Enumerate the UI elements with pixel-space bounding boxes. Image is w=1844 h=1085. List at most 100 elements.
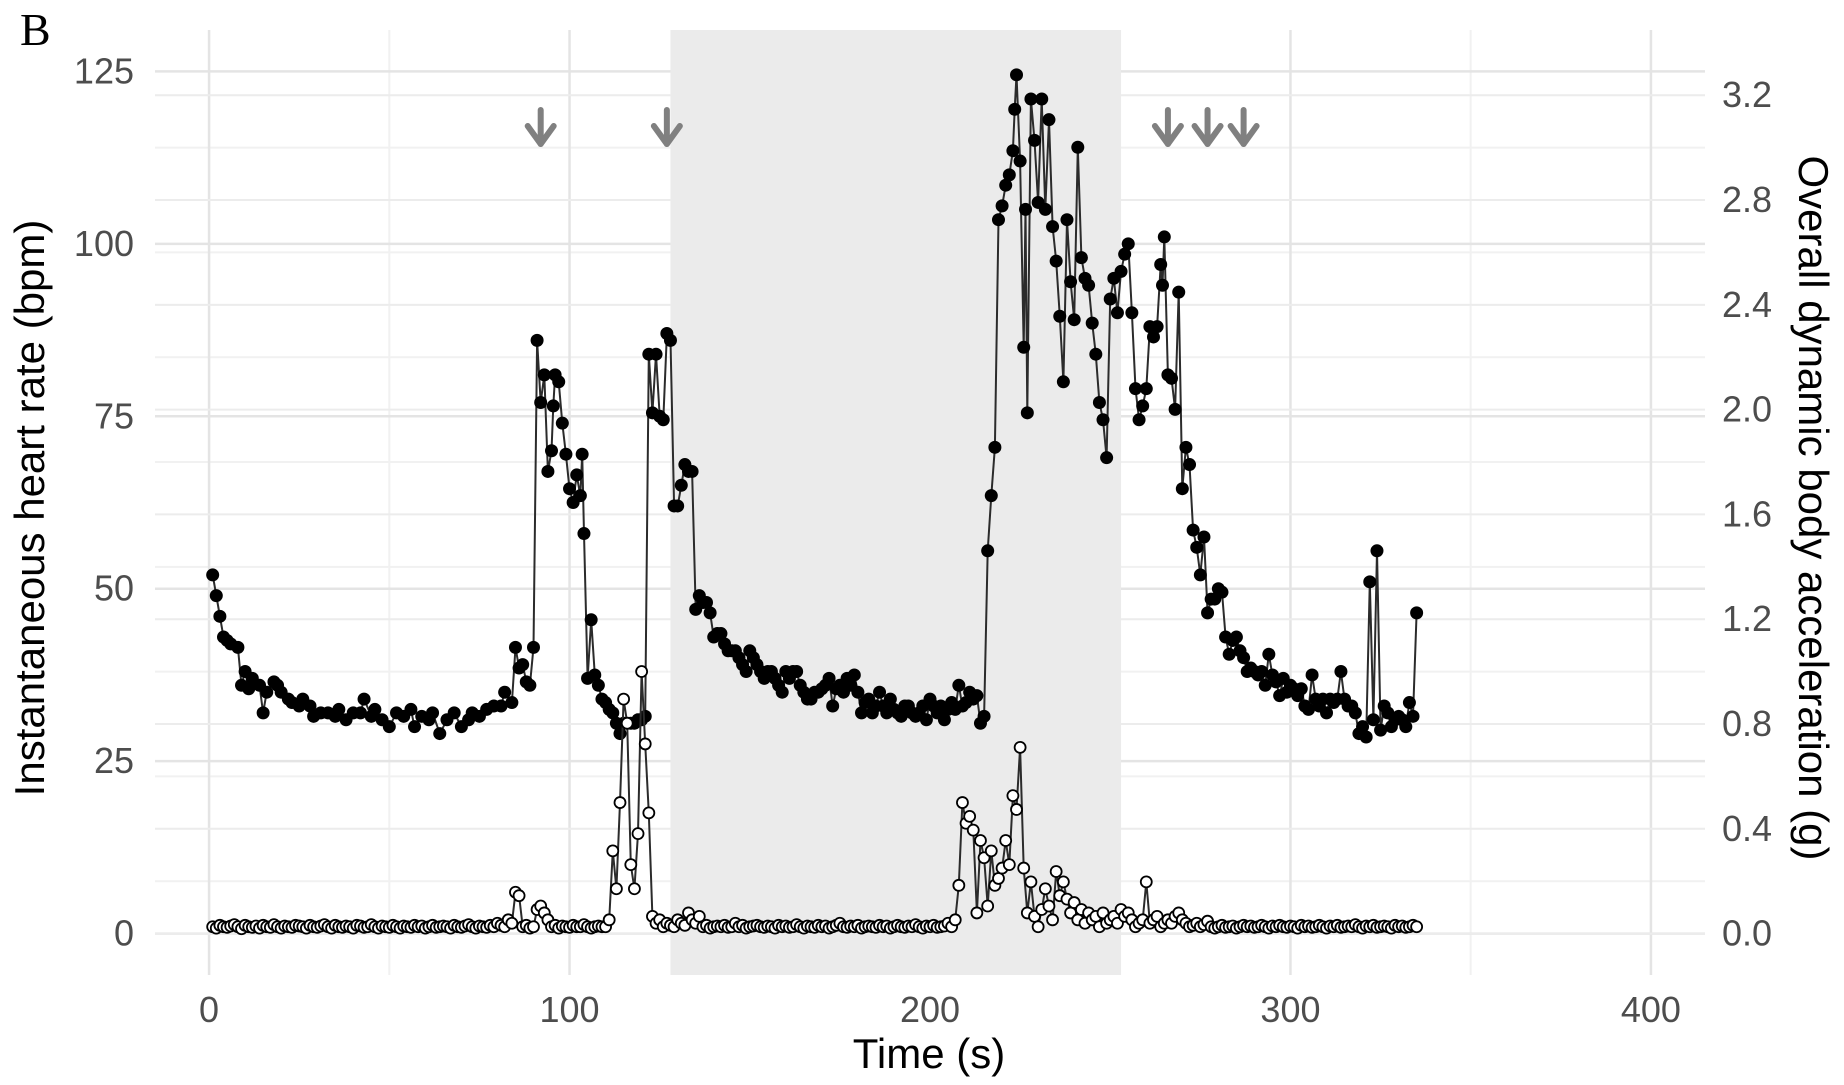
data-point <box>1356 720 1370 734</box>
data-point <box>577 527 591 541</box>
data-point <box>332 702 346 716</box>
data-point <box>1201 606 1215 620</box>
data-point <box>527 920 540 934</box>
data-point <box>1067 313 1081 327</box>
shaded-region <box>670 30 1122 975</box>
data-point <box>206 568 220 582</box>
data-point <box>775 685 789 699</box>
y-tick-label-right: 0.0 <box>1722 913 1772 954</box>
data-point <box>952 878 966 892</box>
arrow-head <box>650 123 683 147</box>
data-point <box>1024 92 1038 106</box>
data-point <box>790 664 804 678</box>
data-point <box>1320 706 1334 720</box>
data-point <box>1013 740 1027 754</box>
data-point <box>1060 213 1074 227</box>
data-point <box>1002 168 1016 182</box>
data-point <box>1139 875 1153 889</box>
y-tick-label-right: 2.0 <box>1722 389 1772 430</box>
down-arrow-icon <box>1191 107 1224 147</box>
x-tick-label: 0 <box>199 989 219 1030</box>
data-point <box>1132 413 1146 427</box>
data-point <box>1370 544 1384 558</box>
data-point <box>1183 458 1197 472</box>
data-point <box>1017 861 1031 875</box>
data-point <box>498 685 512 699</box>
data-point <box>563 482 577 496</box>
data-point <box>1237 651 1251 665</box>
data-point <box>1366 713 1380 727</box>
data-point <box>1028 133 1042 147</box>
data-point <box>1410 920 1424 934</box>
data-point <box>584 613 598 627</box>
data-point <box>631 827 645 840</box>
data-point <box>1222 647 1236 661</box>
data-point <box>357 692 371 706</box>
down-arrow-icon <box>1151 107 1184 147</box>
data-point <box>1035 92 1049 106</box>
arrow-head <box>524 123 557 147</box>
data-point <box>992 872 1005 885</box>
data-point <box>1053 309 1067 323</box>
data-point <box>1010 803 1023 816</box>
data-point <box>649 347 663 361</box>
data-point <box>970 689 984 703</box>
data-point <box>613 796 627 809</box>
data-point <box>494 699 508 713</box>
data-point <box>826 699 840 713</box>
data-point <box>1150 320 1164 334</box>
data-point <box>1085 316 1099 330</box>
data-point <box>353 706 367 720</box>
data-point <box>408 720 422 734</box>
data-point <box>231 640 245 654</box>
data-point <box>537 368 551 382</box>
data-point <box>1110 306 1124 320</box>
data-point <box>242 682 256 696</box>
data-point <box>988 440 1002 454</box>
data-point <box>847 668 861 682</box>
data-point <box>620 716 634 730</box>
data-point <box>1294 682 1308 696</box>
data-point <box>516 658 530 672</box>
data-point <box>1042 899 1056 913</box>
arrow-layer <box>524 107 1260 147</box>
data-point <box>956 796 969 809</box>
data-point <box>1363 575 1377 589</box>
y-tick-label-right: 1.2 <box>1722 598 1772 639</box>
data-point <box>534 395 548 409</box>
data-point <box>588 668 602 682</box>
data-point <box>1168 402 1182 416</box>
data-point <box>209 589 223 603</box>
data-point <box>1359 730 1373 744</box>
data-point <box>382 720 396 734</box>
data-point <box>963 809 977 823</box>
panel-label: B <box>20 4 51 55</box>
y-tick-label-left: 50 <box>94 568 134 609</box>
data-point <box>559 447 573 461</box>
data-point <box>1305 668 1319 682</box>
data-point <box>1139 382 1153 396</box>
data-point <box>1193 568 1207 582</box>
data-point <box>822 671 836 685</box>
y-tick-label-right: 2.4 <box>1722 284 1772 325</box>
data-point <box>1082 278 1096 292</box>
data-point <box>555 416 569 430</box>
y-tick-label-left: 25 <box>94 740 134 781</box>
x-tick-label: 100 <box>539 989 599 1030</box>
data-point <box>999 834 1013 847</box>
data-point <box>213 609 227 623</box>
data-point <box>303 699 317 713</box>
y-tick-label-left: 75 <box>94 395 134 436</box>
down-arrow-icon <box>1227 107 1260 147</box>
down-arrow-icon <box>524 107 557 147</box>
data-point <box>714 627 728 641</box>
y-axis-title-right: Overall dynamic body acceleration (g) <box>1790 156 1837 861</box>
data-point <box>617 692 631 706</box>
data-point <box>1156 278 1169 292</box>
y-axis-title-left: Instantaneous heart rate (bpm) <box>6 220 53 797</box>
x-tick-label: 200 <box>900 989 960 1030</box>
data-point <box>1301 702 1315 716</box>
data-point <box>1071 140 1085 154</box>
data-point <box>1410 606 1424 620</box>
